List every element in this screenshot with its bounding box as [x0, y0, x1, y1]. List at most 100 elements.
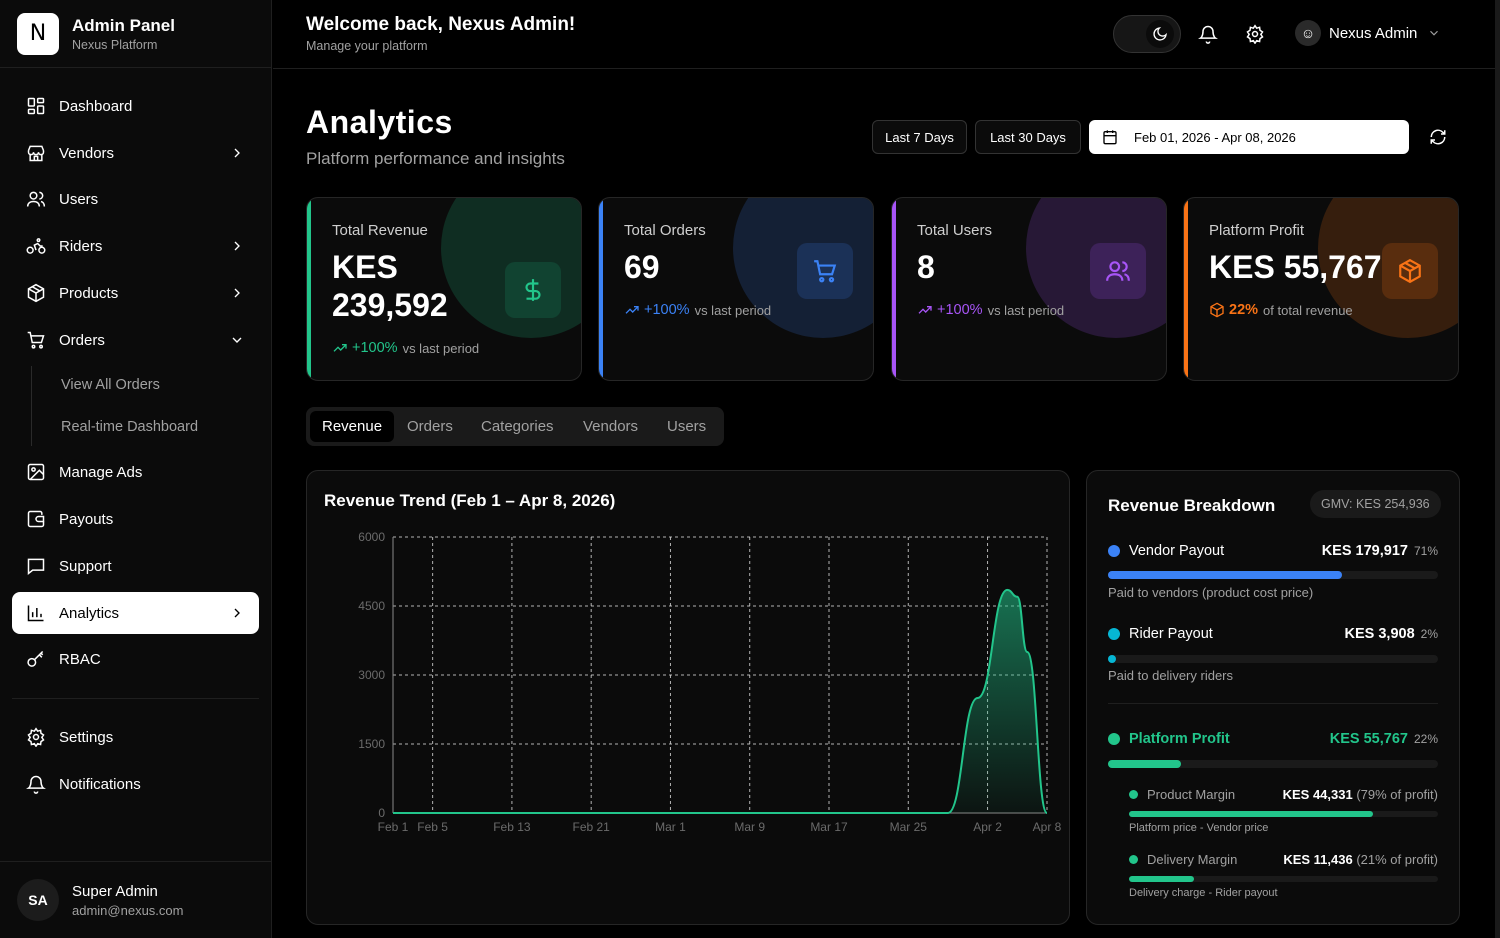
card-accent — [892, 198, 896, 380]
sidebar-item-dashboard[interactable]: Dashboard — [12, 85, 259, 127]
scrollbar[interactable] — [1495, 0, 1500, 938]
x-tick-label: Feb 1 — [378, 820, 409, 834]
sidebar-item-vendors[interactable]: Vendors — [12, 132, 259, 174]
sidebar-item-support[interactable]: Support — [12, 545, 259, 587]
header-user-name: Nexus Admin — [1329, 24, 1418, 42]
chevron-down-icon — [1430, 30, 1439, 36]
page-subtitle: Platform performance and insights — [306, 149, 565, 168]
key-icon — [26, 649, 46, 669]
x-tick-label: Apr 8 — [1033, 820, 1062, 834]
card-label: Total Revenue — [332, 222, 428, 239]
chart-title: Revenue Trend (Feb 1 – Apr 8, 2026) — [324, 491, 616, 510]
legend-dot — [1108, 628, 1120, 640]
legend-dot — [1129, 790, 1138, 799]
last-30-days-button[interactable]: Last 30 Days — [975, 120, 1081, 154]
date-range-label: Feb 01, 2026 - Apr 08, 2026 — [1134, 129, 1296, 145]
platform-profit-bar — [1108, 760, 1438, 768]
user-menu[interactable]: ☺ Nexus Admin — [1295, 20, 1441, 46]
card-change: +100% vs last period — [917, 302, 1064, 318]
submenu-realtime-dashboard[interactable]: Real-time Dashboard — [61, 419, 199, 435]
analytics-tabs: Revenue Orders Categories Vendors Users — [306, 407, 724, 446]
sidebar-item-payouts[interactable]: Payouts — [12, 498, 259, 540]
tab-vendors[interactable]: Vendors — [583, 418, 639, 435]
card-change-value: +100% — [352, 340, 398, 356]
card-change: +100% vs last period — [624, 302, 771, 318]
store-icon — [26, 143, 46, 163]
card-change-note: vs last period — [987, 302, 1065, 318]
breakdown-pct: 22% — [1413, 732, 1438, 746]
sidebar-item-settings[interactable]: Settings — [12, 716, 259, 758]
card-value: 8 — [917, 249, 935, 285]
sidebar-item-label: Vendors — [59, 144, 115, 162]
sidebar-item-orders[interactable]: Orders — [12, 319, 259, 361]
current-user[interactable]: SA Super Admin admin@nexus.com — [0, 861, 272, 938]
card-change-note: of total revenue — [1263, 302, 1353, 318]
dollar-icon — [505, 262, 561, 318]
y-tick-label: 4500 — [358, 599, 385, 613]
card-change-value: +100% — [644, 302, 690, 318]
sidebar-item-rbac[interactable]: RBAC — [12, 638, 259, 680]
breakdown-pct: 2% — [1420, 627, 1438, 641]
breakdown-amount: KES 55,767 — [1329, 731, 1408, 747]
sidebar-item-label: Settings — [59, 728, 114, 746]
y-tick-label: 1500 — [358, 737, 385, 751]
sidebar-item-label: Users — [59, 190, 99, 208]
card-value: 69 — [624, 249, 660, 285]
breakdown-pct: 71% — [1413, 544, 1438, 558]
sidebar-item-label: Manage Ads — [59, 463, 143, 481]
sidebar-item-notifications[interactable]: Notifications — [12, 763, 259, 805]
sub-name: Product Margin — [1147, 787, 1236, 802]
tab-revenue[interactable]: Revenue — [310, 411, 395, 442]
brand: N Admin Panel Nexus Platform — [0, 0, 271, 68]
breakdown-desc: Paid to delivery riders — [1108, 668, 1233, 683]
sidebar-item-manage-ads[interactable]: Manage Ads — [12, 451, 259, 493]
sidebar-item-label: Notifications — [59, 775, 141, 793]
moon-icon — [1146, 20, 1174, 48]
breakdown-name: Rider Payout — [1129, 626, 1213, 642]
sub-row-product-margin: Product Margin KES 44,331 (79% of profit… — [1129, 787, 1438, 802]
sidebar-item-riders[interactable]: Riders — [12, 225, 259, 267]
gear-icon[interactable] — [1245, 24, 1265, 44]
theme-toggle[interactable] — [1113, 15, 1181, 53]
chevron-right-icon — [234, 148, 240, 158]
last-7-days-button[interactable]: Last 7 Days — [872, 120, 967, 154]
tab-orders[interactable]: Orders — [407, 418, 453, 435]
avatar: ☺ — [1295, 20, 1321, 46]
package-icon — [1382, 243, 1438, 299]
date-range-picker[interactable]: Feb 01, 2026 - Apr 08, 2026 — [1089, 120, 1409, 154]
dashboard-icon — [26, 96, 46, 116]
top-header: Welcome back, Nexus Admin! Manage your p… — [273, 0, 1495, 69]
sidebar-item-analytics[interactable]: Analytics — [12, 592, 259, 634]
breakdown-row-rider: Rider Payout KES 3,908 2% — [1108, 626, 1438, 642]
submenu-view-all-orders[interactable]: View All Orders — [61, 377, 160, 393]
card-value-line1: KES — [332, 249, 398, 285]
bell-icon[interactable] — [1198, 24, 1218, 44]
sidebar: N Admin Panel Nexus Platform Dashboard V… — [0, 0, 272, 938]
tab-users[interactable]: Users — [667, 418, 707, 435]
card-value: KES 55,767 — [1209, 249, 1382, 285]
bike-icon — [26, 236, 46, 256]
sidebar-item-products[interactable]: Products — [12, 272, 259, 314]
gear-icon — [26, 727, 46, 747]
chevron-right-icon — [234, 288, 240, 298]
main-content: Analytics Platform performance and insig… — [273, 70, 1495, 938]
chevron-right-icon — [234, 241, 240, 251]
breakdown-name: Vendor Payout — [1129, 543, 1225, 559]
legend-dot — [1108, 545, 1120, 557]
breakdown-amount: KES 3,908 — [1344, 626, 1415, 642]
stat-card-orders: Total Orders 69 +100% vs last period — [598, 197, 874, 381]
sidebar-item-users[interactable]: Users — [12, 178, 259, 220]
sidebar-item-label: Products — [59, 284, 119, 302]
cart-icon — [26, 330, 46, 350]
sidebar-item-label: Orders — [59, 331, 105, 349]
tab-categories[interactable]: Categories — [481, 418, 554, 435]
sub-row-delivery-margin: Delivery Margin KES 11,436 (21% of profi… — [1129, 852, 1438, 867]
card-value-line2: 239,592 — [332, 287, 448, 323]
stat-card-revenue: Total Revenue KES 239,592 +100% vs last … — [306, 197, 582, 381]
legend-dot — [1129, 855, 1138, 864]
x-tick-label: Mar 17 — [810, 820, 848, 834]
sidebar-item-label: Riders — [59, 237, 103, 255]
sidebar-item-label: Support — [59, 557, 112, 575]
sub-name: Delivery Margin — [1147, 852, 1238, 867]
refresh-icon[interactable] — [1429, 128, 1447, 146]
